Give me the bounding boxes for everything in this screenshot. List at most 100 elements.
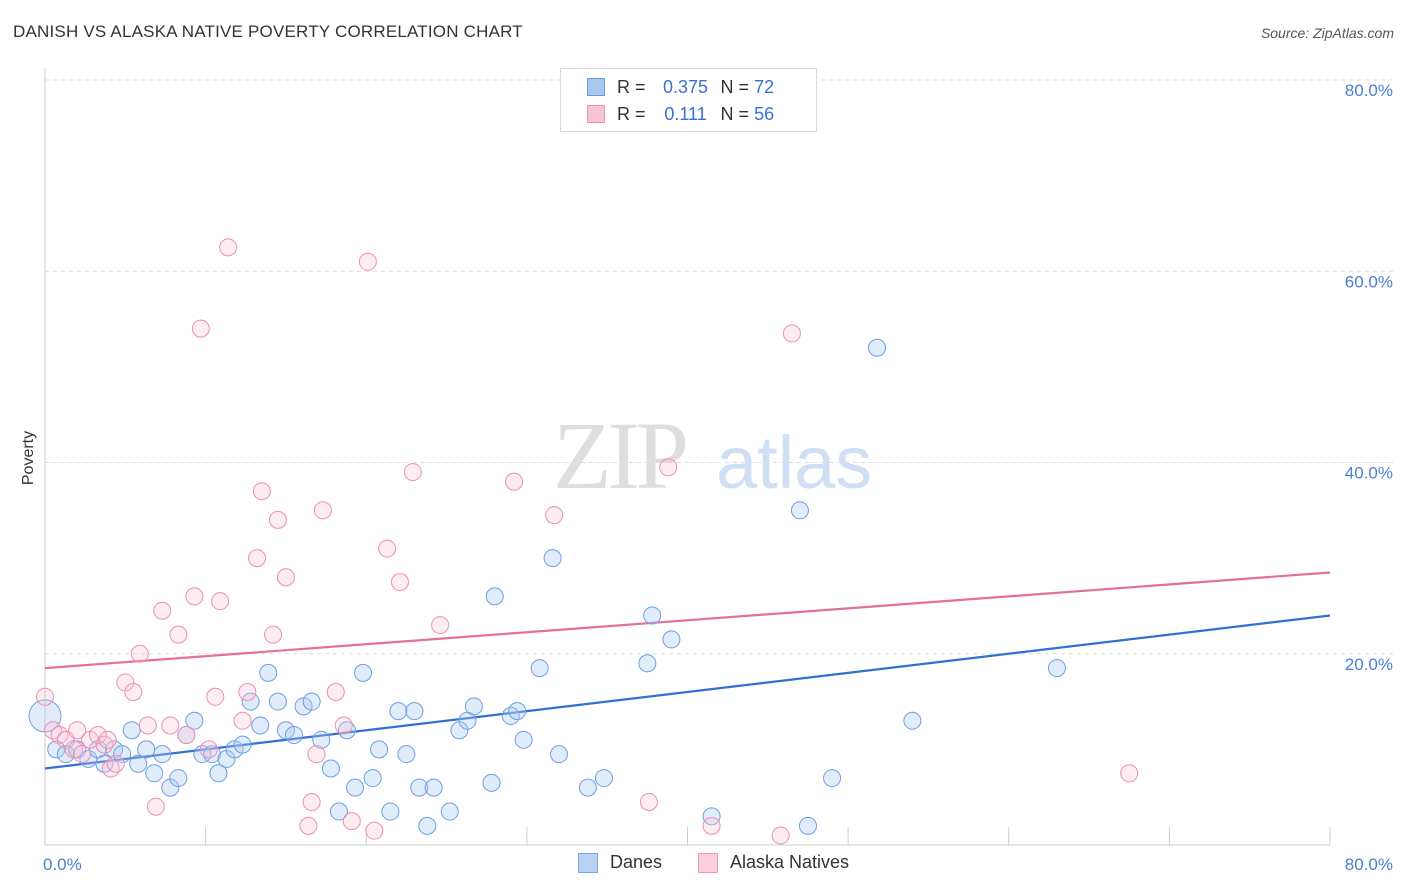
alaska-native-point — [161, 716, 180, 735]
alaska-native-point — [378, 539, 397, 558]
alaska-native-point — [326, 683, 345, 701]
alaska-native-point — [211, 592, 230, 611]
legend-r-value-danes: 0.375 — [663, 76, 709, 97]
alaska-native-point — [358, 252, 377, 271]
danes-point — [363, 769, 382, 788]
alaska-native-point — [431, 616, 450, 635]
legend-r-label: R = — [617, 76, 646, 97]
axes — [44, 68, 1331, 846]
danes-point — [337, 721, 356, 740]
danes-point — [47, 740, 66, 759]
danes-point — [868, 338, 887, 357]
danes-point — [259, 663, 278, 682]
danes-point — [638, 654, 657, 673]
alaska-native-point — [342, 812, 361, 831]
danes-point — [354, 663, 373, 682]
danes-point — [424, 778, 443, 797]
danes-point — [440, 802, 459, 821]
danes-swatch — [587, 78, 605, 96]
danes-point — [302, 692, 321, 711]
alaska-legend-swatch — [698, 852, 718, 873]
legend-n-label: N = — [720, 103, 750, 124]
danes-point — [662, 630, 681, 649]
danes-trend-line — [44, 614, 1331, 770]
alaska-native-point — [639, 792, 658, 811]
y-axis-label: Poverty — [20, 431, 37, 485]
danes-point — [790, 501, 809, 520]
alaska-native-point — [191, 319, 210, 338]
alaska-native-point — [169, 625, 188, 644]
alaska-native-point — [299, 816, 318, 835]
alaska-native-point — [98, 730, 117, 749]
danes-point — [268, 692, 287, 711]
alaska-native-point — [199, 740, 218, 759]
danes-point — [508, 702, 527, 721]
alaska-native-point — [390, 573, 409, 592]
danes-point — [702, 807, 721, 826]
series-legend: Danes Alaska Natives — [0, 852, 1406, 878]
alaska-native-point — [252, 482, 271, 501]
danes-point — [482, 773, 501, 792]
alaska-native-point — [248, 549, 267, 568]
danes-point — [514, 730, 533, 749]
alaska-native-point — [101, 759, 120, 778]
alaska-native-point — [264, 625, 283, 644]
y-tick-label: 60.0% — [1345, 272, 1393, 291]
danes-point — [543, 549, 562, 568]
source-label: Source: ZipAtlas.com — [1260, 25, 1394, 41]
y-tick-label: 40.0% — [1345, 464, 1393, 483]
danes-point — [346, 778, 365, 797]
danes-point — [185, 711, 204, 730]
danes-point — [903, 711, 922, 730]
alaska-swatch — [587, 105, 605, 123]
danes-point — [405, 702, 424, 721]
alaska-native-point — [124, 683, 143, 701]
danes-point — [823, 769, 842, 788]
legend-label-alaska-natives: Alaska Natives — [730, 852, 850, 872]
danes-point — [1047, 659, 1066, 678]
tick-labels: 20.0% 40.0% 60.0% 80.0% 0.0% 80.0% — [43, 81, 1393, 874]
danes-point — [321, 759, 340, 778]
danes-point — [397, 745, 416, 764]
danes-point — [389, 702, 408, 721]
alaska-native-point — [276, 568, 295, 587]
watermark-atlas: atlas — [716, 421, 872, 504]
danes-point — [550, 745, 568, 764]
alaska-native-point — [659, 458, 678, 477]
legend-row-alaska: R = 0.111 N = 56 — [587, 102, 774, 126]
legend-n-value-alaska: 56 — [754, 103, 775, 124]
danes-point — [381, 802, 400, 821]
watermark: ZIP atlas — [553, 402, 872, 509]
alaska-native-point — [146, 797, 165, 816]
alaska-native-point — [185, 587, 204, 606]
y-tick-label: 20.0% — [1345, 655, 1393, 674]
x-tick-label: 0.0% — [43, 855, 82, 874]
alaska-native-point — [302, 792, 321, 811]
danes-point — [169, 769, 188, 788]
danes-point — [418, 816, 437, 835]
alaska-native-point — [219, 238, 238, 257]
correlation-legend: R = 0.375 N = 72 R = 0.111 N = 56 — [560, 68, 817, 132]
alaska-native-point — [545, 506, 564, 525]
legend-item-alaska-natives[interactable]: Alaska Natives — [698, 852, 849, 873]
alaska-native-point — [95, 735, 114, 754]
danes-point — [203, 745, 222, 764]
alaska-native-point — [403, 463, 422, 482]
alaska-native-point — [177, 726, 196, 745]
alaska-native-point — [782, 324, 801, 343]
y-tick-label: 80.0% — [1345, 81, 1393, 100]
data-points — [28, 238, 1139, 845]
danes-point — [464, 697, 483, 716]
alaska-native-point — [106, 754, 125, 773]
danes-point — [284, 726, 303, 745]
alaska-native-point — [233, 711, 252, 730]
danes-point — [233, 735, 252, 754]
legend-n-value-danes: 72 — [754, 76, 775, 97]
alaska-native-point — [68, 721, 87, 740]
danes-point — [410, 778, 429, 797]
danes-point — [578, 778, 597, 797]
legend-item-danes[interactable]: Danes — [578, 852, 662, 873]
trend-lines — [44, 571, 1331, 770]
alaska-native-point — [130, 644, 149, 663]
